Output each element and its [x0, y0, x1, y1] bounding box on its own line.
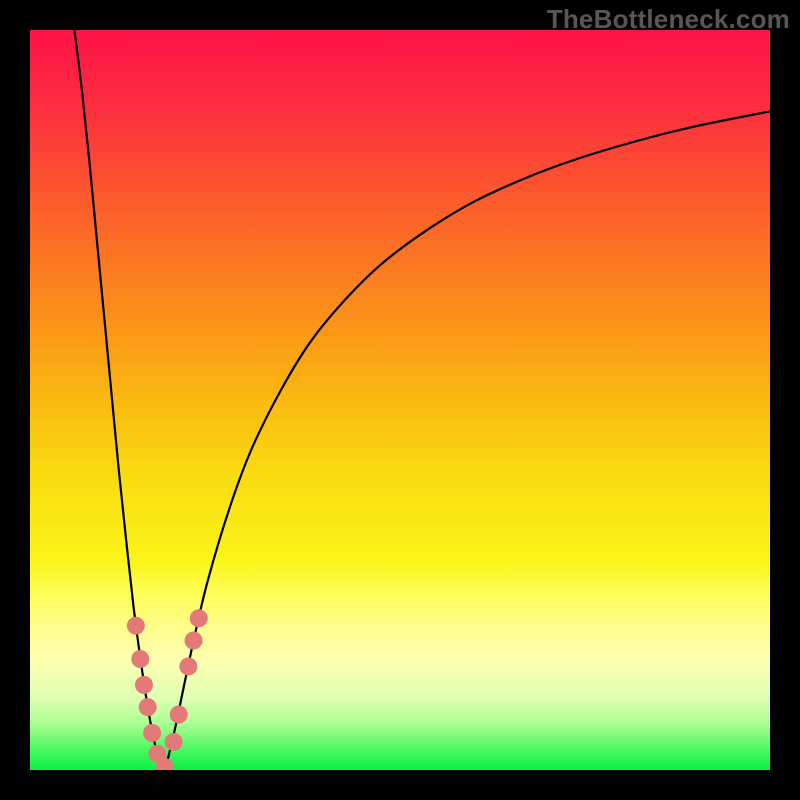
curve-marker — [165, 733, 183, 751]
curve-marker — [185, 632, 203, 650]
curve-marker — [179, 657, 197, 675]
curve-marker — [131, 650, 149, 668]
chart-svg — [30, 30, 770, 770]
curve-marker — [127, 617, 145, 635]
curve-marker — [139, 698, 157, 716]
curve-marker — [190, 609, 208, 627]
curve-marker — [143, 724, 161, 742]
plot-area — [30, 30, 770, 770]
curve-marker — [170, 706, 188, 724]
watermark-text: TheBottleneck.com — [547, 4, 790, 35]
curve-marker — [135, 676, 153, 694]
